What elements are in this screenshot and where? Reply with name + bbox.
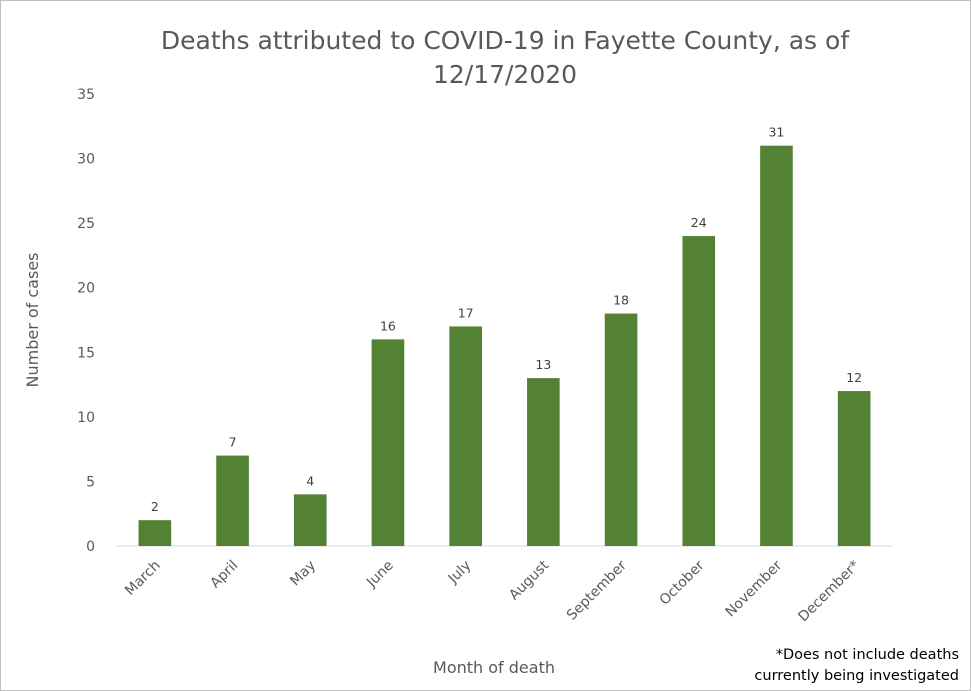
footnote: *Does not include deaths currently being… (754, 645, 959, 687)
bars (138, 145, 871, 547)
data-label: 12 (846, 370, 862, 385)
y-tick-label: 25 (77, 216, 95, 232)
y-axis-ticks: 0 5 10 15 20 25 30 35 (77, 87, 95, 555)
bar-october (682, 236, 716, 547)
data-labels: 2 7 4 16 17 13 18 24 31 12 (151, 125, 862, 515)
data-label: 16 (380, 318, 396, 333)
y-tick-label: 0 (86, 539, 95, 555)
data-label: 7 (229, 435, 237, 450)
data-label: 4 (306, 473, 314, 488)
y-tick-label: 10 (77, 410, 95, 426)
x-axis-ticks: March April May June July August September Octo… (122, 557, 863, 625)
bar-august (527, 378, 560, 546)
x-tick-label: April (207, 558, 241, 592)
bar-june (371, 339, 405, 546)
x-tick-label: May (287, 558, 319, 590)
x-tick-label: March (122, 558, 163, 599)
y-tick-label: 15 (77, 345, 95, 361)
bar-july (449, 326, 482, 546)
bar-april (216, 455, 249, 546)
x-tick-label: November (722, 557, 785, 620)
bar-november (760, 145, 793, 546)
x-tick-label: August (506, 557, 552, 603)
data-label: 31 (768, 125, 784, 140)
y-axis-title: Number of cases (23, 253, 42, 388)
y-tick-label: 5 (86, 474, 95, 490)
y-tick-label: 20 (77, 281, 95, 297)
bar-december (837, 391, 871, 546)
bar-may (293, 494, 327, 546)
data-label: 17 (458, 305, 474, 320)
data-label: 18 (613, 293, 629, 308)
y-tick-label: 35 (77, 87, 95, 103)
bar-september (604, 313, 638, 546)
data-label: 13 (535, 357, 551, 372)
y-tick-label: 30 (77, 152, 95, 168)
x-tick-label: June (363, 558, 397, 592)
x-axis-title: Month of death (433, 658, 555, 677)
x-tick-label: October (657, 557, 708, 608)
bar-march (138, 520, 172, 546)
data-label: 24 (691, 215, 707, 230)
x-tick-label: July (445, 558, 475, 588)
data-label: 2 (151, 499, 159, 514)
x-tick-label: September (564, 557, 630, 623)
footnote-line: currently being investigated (754, 668, 959, 684)
chart-title: Deaths attributed to COVID-19 in Fayette… (160, 26, 850, 89)
x-tick-label: December* (795, 558, 863, 626)
footnote-line: *Does not include deaths (775, 647, 959, 663)
